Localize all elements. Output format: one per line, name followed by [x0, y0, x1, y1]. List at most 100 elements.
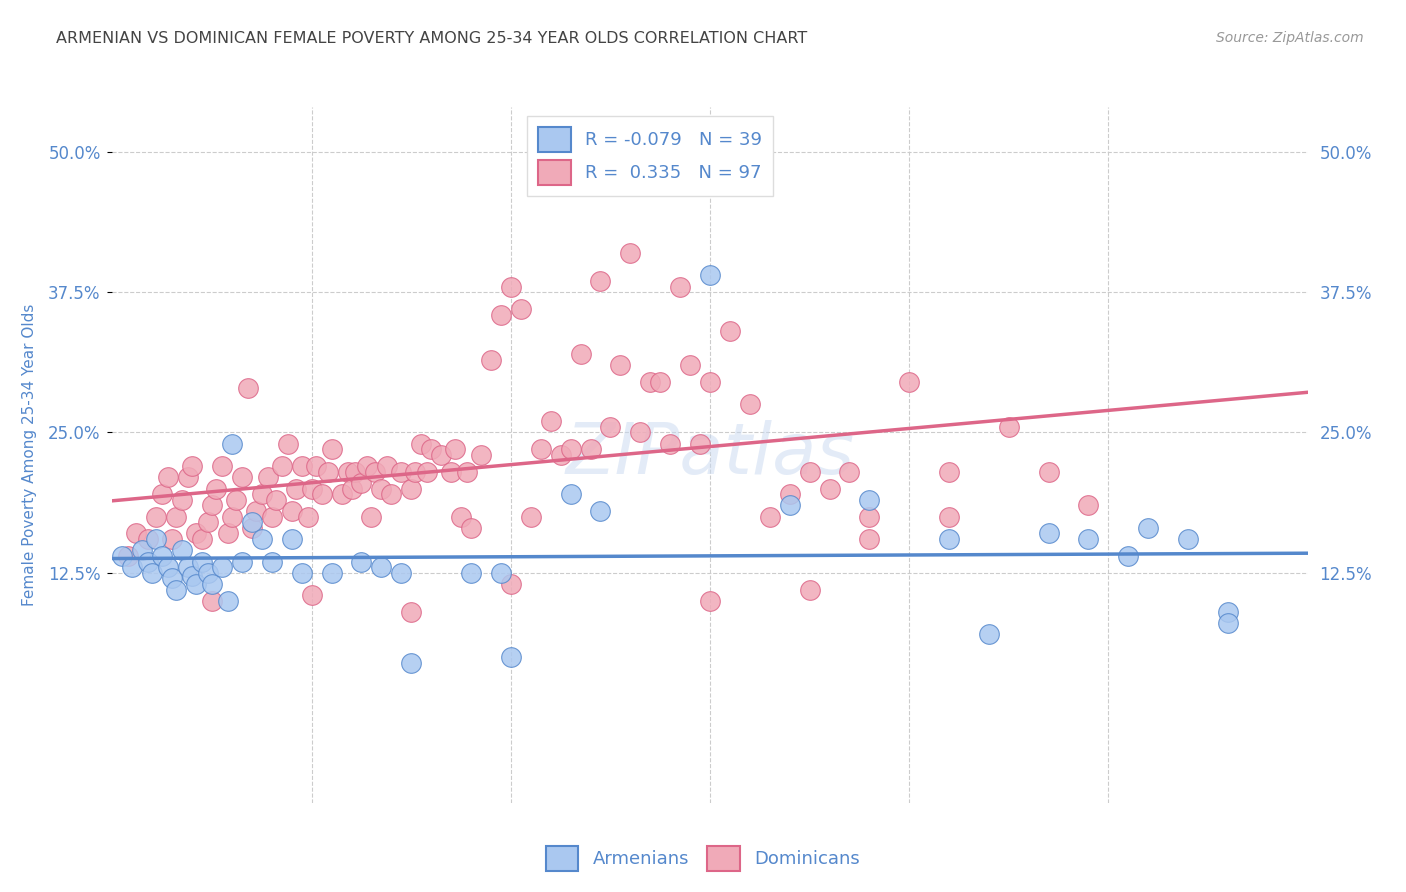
Point [1177, 532, 1199, 546]
Point [420, 442, 443, 457]
Point [291, 459, 314, 474]
Point [225, 492, 247, 507]
Point [281, 504, 304, 518]
Point [818, 482, 841, 496]
Point [938, 509, 960, 524]
Point [659, 436, 682, 450]
Legend: Armenians, Dominicans: Armenians, Dominicans [538, 838, 868, 879]
Point [277, 436, 299, 450]
Point [356, 459, 378, 474]
Point [141, 566, 163, 580]
Point [858, 509, 880, 524]
Point [759, 509, 782, 524]
Point [291, 566, 314, 580]
Point [499, 279, 522, 293]
Point [1316, 610, 1339, 624]
Point [131, 543, 153, 558]
Point [231, 555, 253, 569]
Text: ARMENIAN VS DOMINICAN FEMALE POVERTY AMONG 25-34 YEAR OLDS CORRELATION CHART: ARMENIAN VS DOMINICAN FEMALE POVERTY AMO… [56, 31, 807, 46]
Point [838, 465, 860, 479]
Point [718, 325, 741, 339]
Point [540, 414, 562, 428]
Point [938, 532, 960, 546]
Point [938, 465, 960, 479]
Point [738, 397, 761, 411]
Point [150, 549, 173, 563]
Point [560, 487, 582, 501]
Point [456, 465, 478, 479]
Point [628, 425, 651, 440]
Point [301, 588, 323, 602]
Point [1038, 465, 1060, 479]
Point [669, 279, 692, 293]
Point [858, 532, 880, 546]
Point [221, 509, 243, 524]
Point [389, 465, 412, 479]
Point [370, 482, 392, 496]
Point [401, 482, 423, 496]
Point [520, 509, 543, 524]
Point [699, 375, 721, 389]
Point [165, 509, 187, 524]
Point [150, 487, 173, 501]
Point [281, 532, 304, 546]
Point [679, 358, 702, 372]
Point [1077, 499, 1099, 513]
Point [165, 582, 187, 597]
Point [181, 569, 204, 583]
Point [336, 465, 359, 479]
Point [260, 509, 283, 524]
Point [177, 560, 200, 574]
Point [560, 442, 582, 457]
Point [858, 492, 880, 507]
Point [205, 482, 228, 496]
Legend: R = -0.079   N = 39, R =  0.335   N = 97: R = -0.079 N = 39, R = 0.335 N = 97 [527, 116, 773, 196]
Point [589, 504, 612, 518]
Point [240, 521, 263, 535]
Point [1216, 616, 1239, 631]
Point [177, 470, 200, 484]
Point [321, 566, 343, 580]
Point [145, 509, 167, 524]
Point [191, 532, 214, 546]
Point [404, 465, 426, 479]
Point [799, 465, 821, 479]
Point [416, 465, 439, 479]
Point [250, 487, 273, 501]
Point [460, 566, 482, 580]
Text: ZIPatlas: ZIPatlas [565, 420, 855, 490]
Point [470, 448, 492, 462]
Point [799, 582, 821, 597]
Point [236, 381, 259, 395]
Point [321, 442, 343, 457]
Point [245, 504, 267, 518]
Point [201, 594, 224, 608]
Point [689, 436, 711, 450]
Point [284, 482, 307, 496]
Point [297, 509, 319, 524]
Point [121, 560, 143, 574]
Point [609, 358, 631, 372]
Point [186, 526, 208, 541]
Point [1216, 605, 1239, 619]
Point [977, 627, 1000, 641]
Point [201, 577, 224, 591]
Point [304, 459, 326, 474]
Point [489, 566, 512, 580]
Point [211, 459, 233, 474]
Point [898, 375, 921, 389]
Point [344, 465, 367, 479]
Point [231, 470, 253, 484]
Point [440, 465, 463, 479]
Point [499, 577, 522, 591]
Point [779, 499, 801, 513]
Point [117, 549, 139, 563]
Point [377, 459, 399, 474]
Point [157, 470, 180, 484]
Point [186, 577, 208, 591]
Point [650, 375, 672, 389]
Point [340, 482, 363, 496]
Point [260, 555, 283, 569]
Point [201, 499, 224, 513]
Point [1137, 521, 1160, 535]
